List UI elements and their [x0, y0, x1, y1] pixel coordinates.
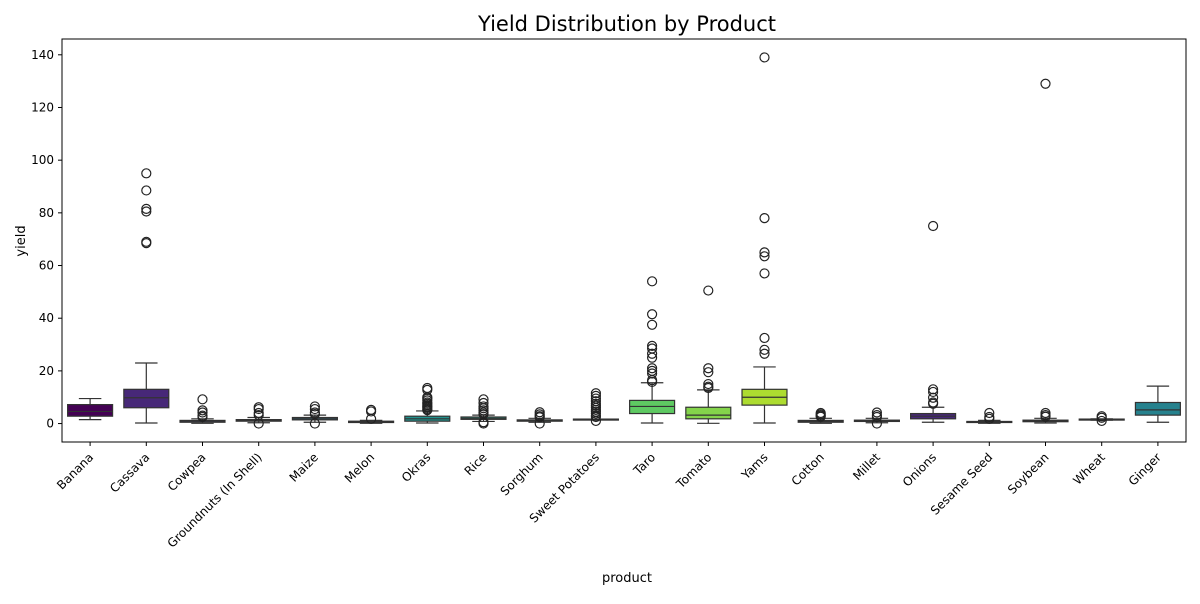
- outlier-point: [646, 363, 658, 374]
- outlier-point: [759, 52, 770, 63]
- outlier-point: [759, 348, 770, 359]
- outlier-point: [703, 378, 714, 390]
- x-tick-label: Maize: [287, 450, 321, 484]
- outlier-point: [927, 386, 939, 398]
- outlier-point: [927, 398, 939, 409]
- outlier-point: [253, 403, 264, 415]
- outlier-point: [646, 376, 658, 388]
- outlier-point: [646, 319, 658, 330]
- y-tick-label: 120: [31, 100, 54, 114]
- outlier-point: [646, 340, 658, 351]
- outlier-point: [759, 251, 770, 262]
- x-tick-label: Millet: [850, 450, 883, 483]
- outlier-point: [141, 168, 152, 179]
- outlier-point: [703, 367, 714, 378]
- box-ginger: [1134, 401, 1181, 416]
- outlier-point: [646, 348, 658, 359]
- outlier-point: [534, 412, 545, 423]
- y-tick-label: 20: [39, 364, 54, 378]
- outlier-point: [141, 206, 152, 217]
- x-tick-label: Yams: [738, 450, 771, 483]
- outlier-point: [871, 418, 883, 429]
- outlier-point: [1040, 411, 1051, 422]
- y-tick-label: 0: [46, 417, 54, 431]
- outlier-point: [141, 185, 152, 196]
- x-tick-label: Cassava: [107, 450, 152, 495]
- outlier-point: [590, 411, 602, 423]
- outlier-point: [478, 418, 489, 429]
- x-tick-label: Rice: [462, 450, 490, 478]
- outlier-point: [197, 407, 208, 418]
- outlier-point: [927, 220, 939, 232]
- x-tick-label: Tomato: [673, 450, 715, 492]
- y-axis-label: yield: [14, 225, 29, 256]
- outlier-point: [984, 407, 995, 419]
- outlier-point: [1096, 415, 1107, 427]
- outlier-point: [646, 276, 658, 287]
- outlier-point: [309, 418, 320, 429]
- axes-frame: [61, 38, 1187, 443]
- outlier-point: [590, 388, 602, 399]
- x-tick-label: Sorghum: [498, 450, 546, 498]
- y-tick-label: 140: [31, 48, 54, 62]
- outlier-point: [141, 203, 152, 214]
- box-tomato: [685, 406, 732, 420]
- x-tick-label: Soybean: [1005, 450, 1052, 497]
- x-tick-label: Melon: [342, 450, 377, 485]
- plot-area: 0 20 40 60 80 100 120 140 Banana Cassava CowpeaGro…: [31, 38, 1187, 550]
- y-tick-label: 60: [39, 259, 54, 273]
- x-tick-label: Cowpea: [165, 450, 209, 494]
- outlier-point: [871, 411, 883, 423]
- outlier-point: [590, 390, 602, 402]
- outlier-point: [815, 411, 826, 422]
- outlier-point: [197, 394, 208, 405]
- y-tick-label: 100: [31, 153, 54, 167]
- outlier-point: [309, 403, 320, 415]
- outlier-point: [703, 382, 714, 394]
- outlier-point: [871, 407, 883, 418]
- outlier-point: [646, 352, 658, 363]
- outlier-point: [646, 309, 658, 320]
- outlier-point: [759, 213, 770, 224]
- x-tick-label: Ginger: [1126, 450, 1164, 488]
- y-tick-label: 40: [39, 311, 54, 325]
- outlier-point: [590, 415, 602, 427]
- x-tick-label: Banana: [54, 450, 96, 492]
- outlier-point: [759, 268, 770, 279]
- outlier-point: [534, 418, 545, 429]
- outlier-point: [1040, 78, 1051, 89]
- outlier-point: [759, 332, 770, 344]
- x-tick-label: Okras: [399, 450, 434, 485]
- x-tick-label: Cotton: [789, 450, 827, 488]
- outlier-point: [703, 363, 714, 374]
- x-tick-label: Onions: [900, 450, 939, 489]
- outlier-point: [759, 344, 770, 355]
- outlier-point: [422, 405, 433, 416]
- chart-title: Yield Distribution by Product: [477, 12, 776, 36]
- x-tick-label: Wheat: [1070, 450, 1108, 488]
- box-cassava: [123, 388, 170, 409]
- y-tick-label: 80: [39, 206, 54, 220]
- box-banana: [67, 403, 114, 417]
- outlier-point: [927, 392, 939, 403]
- outlier-point: [309, 401, 320, 412]
- outlier-point: [984, 413, 995, 424]
- x-tick-label: Taro: [630, 450, 658, 478]
- outlier-point: [366, 406, 377, 417]
- outlier-point: [197, 411, 208, 423]
- outlier-point: [141, 238, 152, 249]
- outlier-point: [703, 285, 714, 296]
- outlier-point: [366, 413, 377, 424]
- outlier-point: [759, 247, 770, 258]
- outlier-point: [253, 418, 264, 429]
- x-axis-label: product: [602, 571, 652, 586]
- x-tick-label: Groundnuts (In Shell): [165, 450, 265, 550]
- outlier-point: [1096, 412, 1107, 423]
